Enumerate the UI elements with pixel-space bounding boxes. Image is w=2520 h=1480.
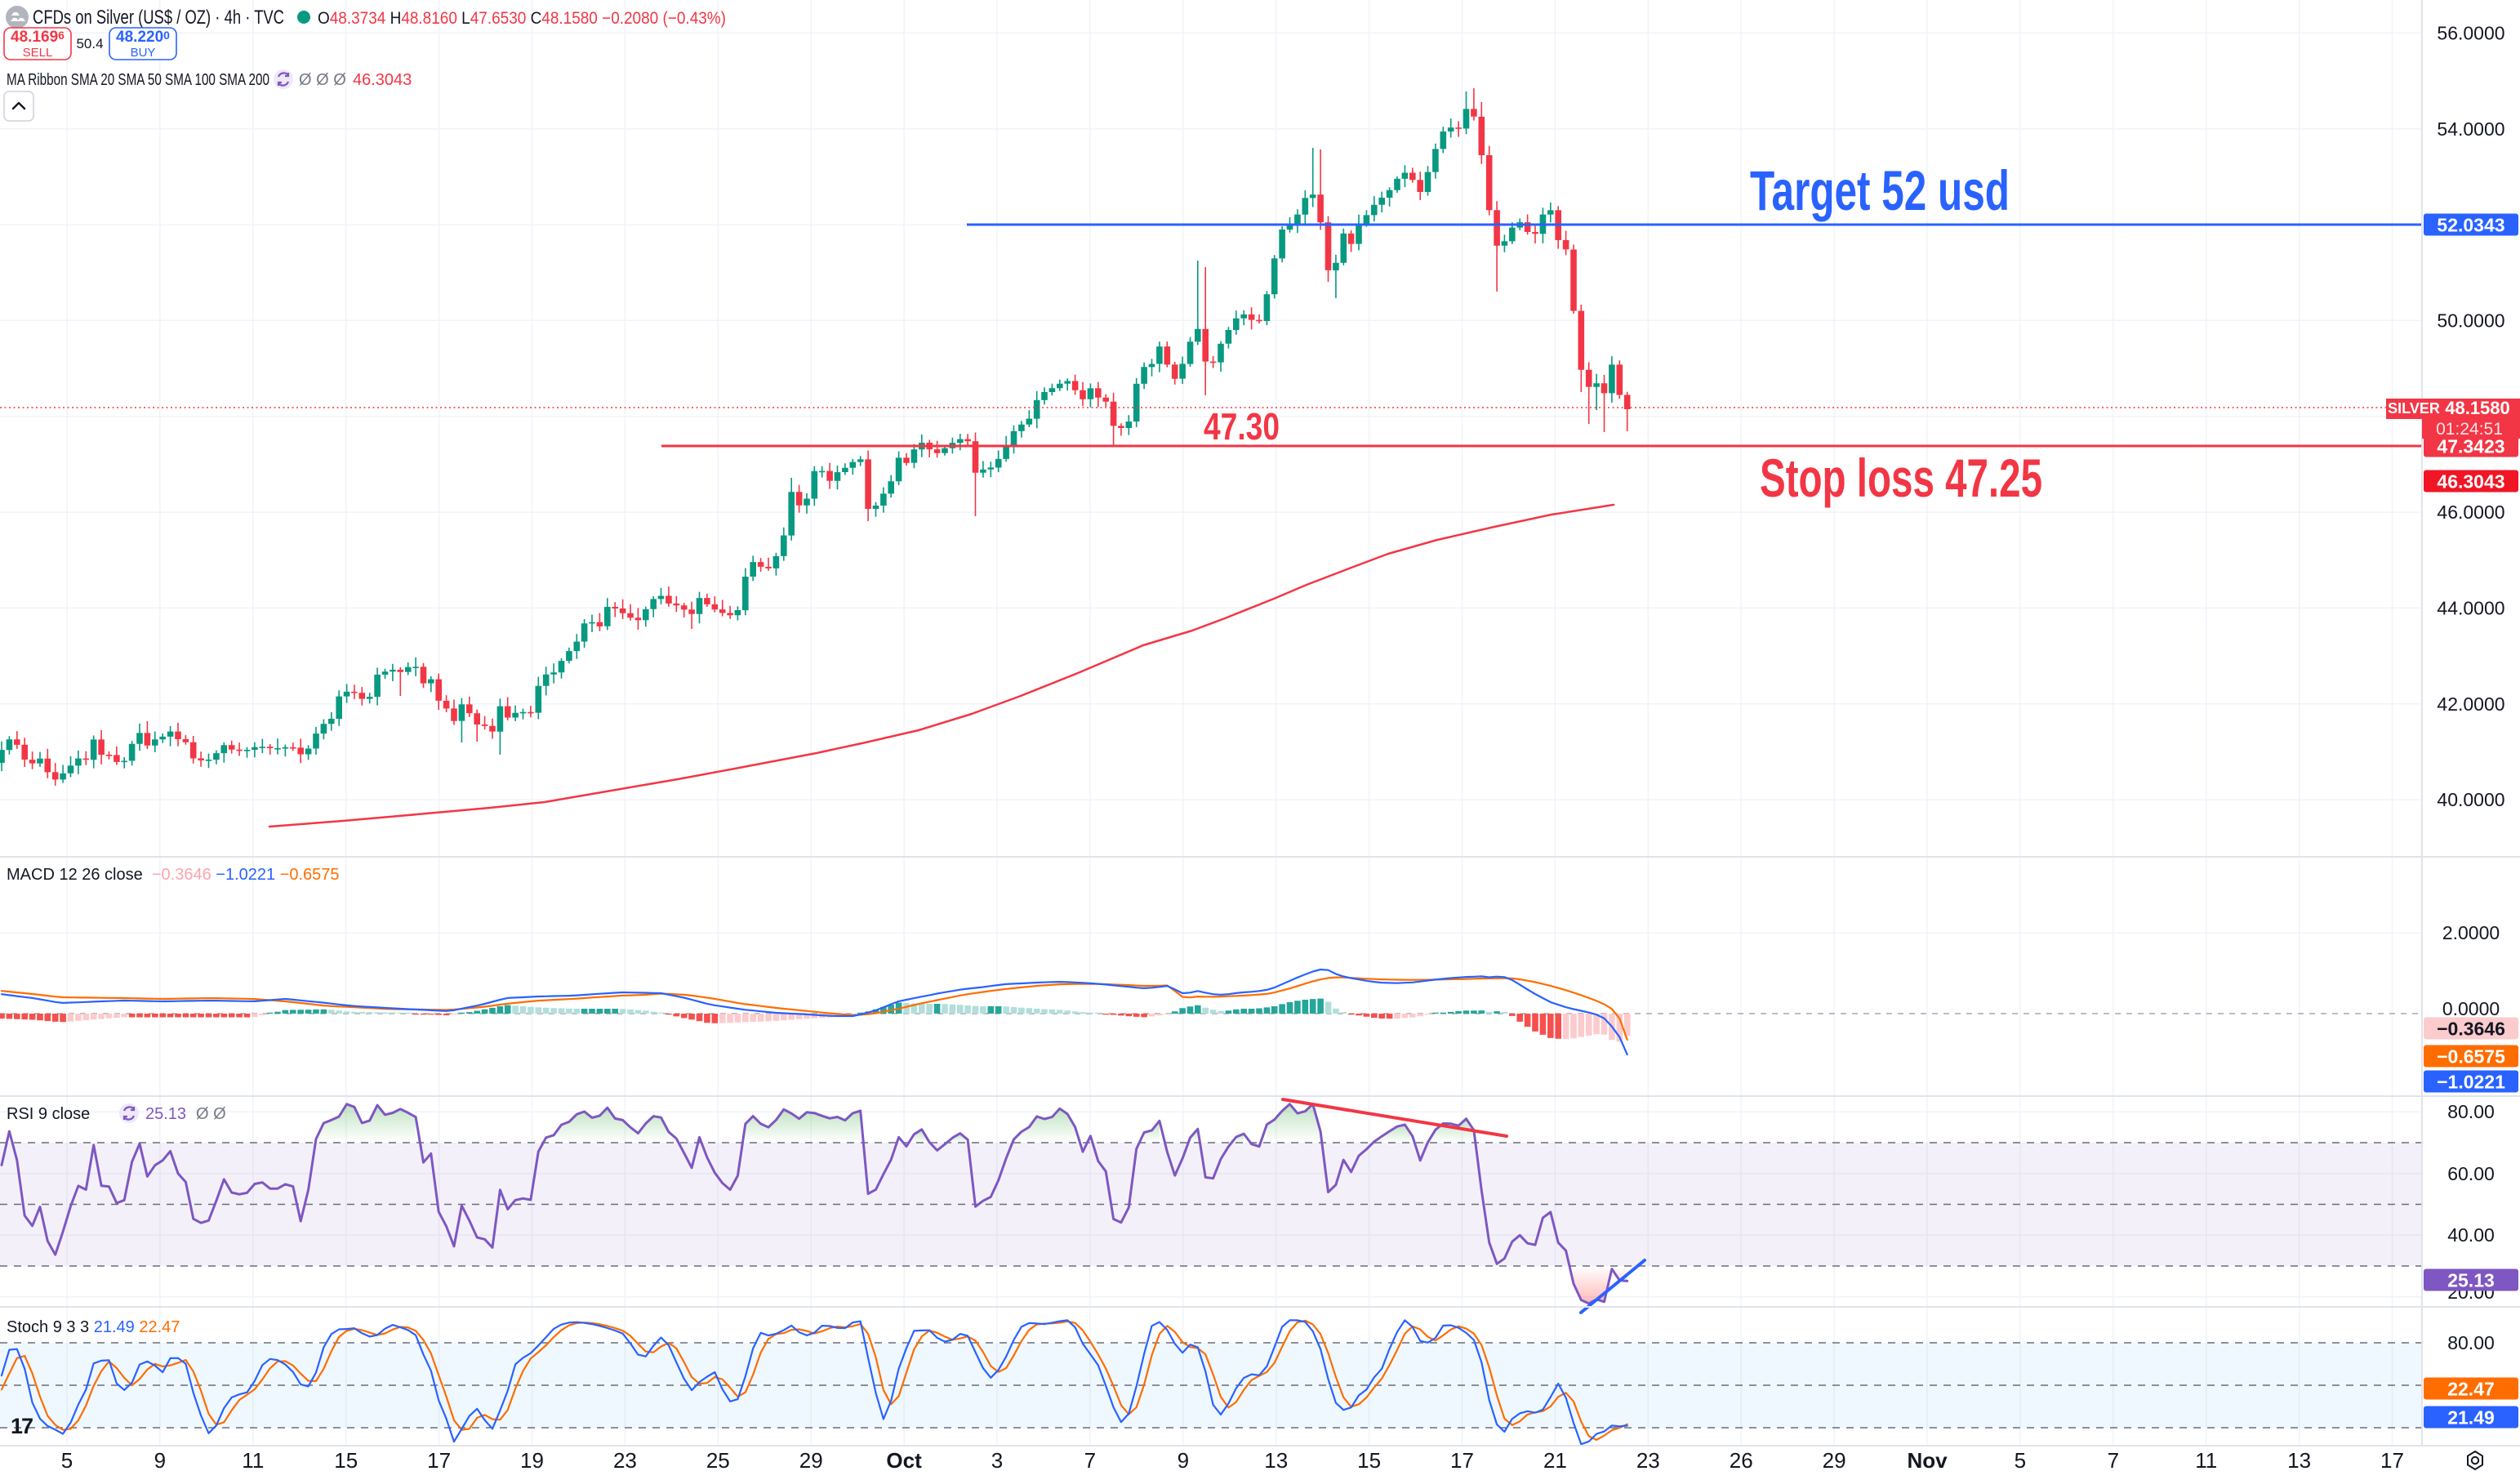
svg-text:Ø Ø Ø: Ø Ø Ø [299,71,346,89]
svg-text:56.0000: 56.0000 [2437,22,2504,43]
svg-text:42.0000: 42.0000 [2437,693,2504,715]
svg-text:46.3043: 46.3043 [2437,470,2504,492]
svg-text:26: 26 [1730,1448,1753,1473]
svg-text:11: 11 [242,1448,264,1473]
svg-text:15: 15 [334,1448,358,1473]
svg-text:29: 29 [799,1448,823,1473]
svg-text:17: 17 [11,1414,33,1438]
svg-text:21: 21 [1543,1448,1567,1473]
svg-text:SELL: SELL [23,46,53,60]
svg-text:23: 23 [1636,1448,1660,1473]
svg-text:17: 17 [2380,1448,2404,1473]
svg-text:Nov: Nov [1907,1448,1948,1473]
svg-text:−1.0221: −1.0221 [2437,1071,2505,1092]
svg-text:40.00: 40.00 [2447,1224,2495,1246]
svg-text:3: 3 [991,1448,1003,1473]
svg-text:2.0000: 2.0000 [2442,922,2500,943]
svg-text:47.30: 47.30 [1204,405,1280,448]
svg-text:40.0000: 40.0000 [2437,789,2504,810]
svg-text:19: 19 [520,1448,544,1473]
svg-text:7: 7 [2108,1448,2119,1473]
svg-text:52.0343: 52.0343 [2437,214,2504,235]
svg-text:MACD 12 26 close −0.3646 −1.0: MACD 12 26 close −0.3646 −1.0221 −0.6575 [7,866,340,884]
svg-text:MA Ribbon SMA 20 SMA 50 SMA 10: MA Ribbon SMA 20 SMA 50 SMA 100 SMA 200 [7,71,269,89]
svg-text:80.00: 80.00 [2447,1101,2495,1122]
svg-text:13: 13 [2287,1448,2311,1473]
svg-text:Oct: Oct [886,1448,922,1473]
svg-text:5: 5 [2015,1448,2026,1473]
svg-text:9: 9 [154,1448,166,1473]
svg-text:54.0000: 54.0000 [2437,118,2504,140]
svg-text:46.0000: 46.0000 [2437,502,2504,523]
svg-text:−0.3646: −0.3646 [2437,1018,2505,1039]
svg-text:60.00: 60.00 [2447,1163,2495,1184]
svg-text:80.00: 80.00 [2447,1332,2495,1353]
svg-text:15: 15 [1357,1448,1381,1473]
svg-text:5: 5 [61,1448,73,1473]
svg-text:22.47: 22.47 [2447,1378,2495,1399]
svg-text:23: 23 [613,1448,637,1473]
svg-text:11: 11 [2195,1448,2217,1473]
svg-text:Stoch 9 3 3 21.49 22.47: Stoch 9 3 3 21.49 22.47 [7,1318,180,1336]
svg-text:Stop loss 47.25: Stop loss 47.25 [1760,448,2042,508]
svg-text:47.3423: 47.3423 [2437,435,2504,457]
svg-text:46.3043: 46.3043 [353,71,412,89]
svg-text:BUY: BUY [131,46,156,60]
svg-text:7: 7 [1084,1448,1096,1473]
svg-text:44.0000: 44.0000 [2437,598,2504,619]
svg-text:−0.6575: −0.6575 [2437,1045,2505,1067]
svg-text:50.0000: 50.0000 [2437,310,2504,332]
svg-text:29: 29 [1823,1448,1846,1473]
svg-text:50.4: 50.4 [76,36,103,51]
svg-text:CFDs on Silver (US$ / OZ) · 4h: CFDs on Silver (US$ / OZ) · 4h · TVC [33,7,284,29]
svg-text:48.1580: 48.1580 [2445,398,2510,418]
svg-text:0.0000: 0.0000 [2442,998,2500,1019]
svg-text:9: 9 [1178,1448,1189,1473]
svg-text:O48.3734 H48.8160 L47.6530 C48: O48.3734 H48.8160 L47.6530 C48.1580 −0.2… [318,9,726,28]
svg-text:17: 17 [427,1448,451,1473]
svg-text:SILVER: SILVER [2388,400,2440,417]
svg-text:48.2200: 48.2200 [116,29,170,46]
svg-text:48.1696: 48.1696 [11,29,65,46]
svg-text:25: 25 [706,1448,730,1473]
svg-text:17: 17 [1450,1448,1474,1473]
svg-text:25.13: 25.13 [2447,1269,2495,1291]
svg-text:Ø Ø: Ø Ø [196,1105,226,1123]
svg-text:RSI 9 close: RSI 9 close [7,1105,90,1123]
svg-text:21.49: 21.49 [2447,1406,2495,1428]
svg-text:13: 13 [1264,1448,1288,1473]
svg-text:25.13: 25.13 [145,1105,186,1123]
svg-text:01:24:51: 01:24:51 [2436,420,2503,439]
svg-text:Target 52 usd: Target 52 usd [1750,159,2010,222]
